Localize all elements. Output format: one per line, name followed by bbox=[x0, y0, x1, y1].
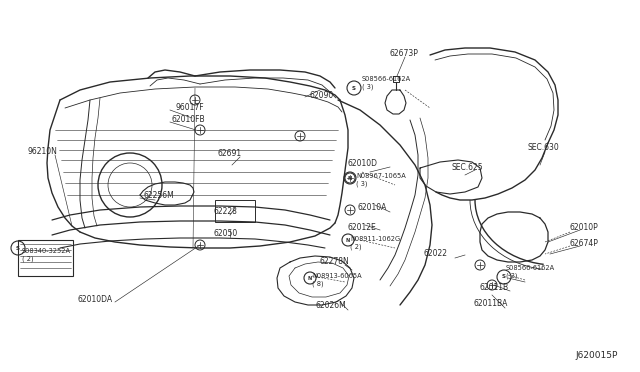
Text: 62050: 62050 bbox=[213, 230, 237, 238]
Text: 62026M: 62026M bbox=[316, 301, 347, 311]
Text: S08566-6162A
( 3): S08566-6162A ( 3) bbox=[506, 265, 555, 279]
Bar bbox=[18, 240, 73, 276]
Text: N08967-1065A
( 3): N08967-1065A ( 3) bbox=[356, 173, 406, 187]
Text: S: S bbox=[502, 275, 506, 279]
Text: 62674P: 62674P bbox=[570, 238, 599, 247]
Text: N08913-6065A
( 8): N08913-6065A ( 8) bbox=[312, 273, 362, 287]
Text: 62691: 62691 bbox=[218, 150, 242, 158]
Text: 96210N: 96210N bbox=[28, 148, 58, 157]
Text: 62228: 62228 bbox=[213, 208, 237, 217]
Text: SEC.625: SEC.625 bbox=[452, 163, 484, 171]
Text: 62010P: 62010P bbox=[569, 222, 598, 231]
Text: 62673P: 62673P bbox=[390, 49, 419, 58]
Text: 62010D: 62010D bbox=[348, 158, 378, 167]
Text: S: S bbox=[352, 86, 356, 90]
Text: 62278N: 62278N bbox=[320, 257, 349, 266]
Text: S: S bbox=[16, 246, 20, 250]
Text: 62010DA: 62010DA bbox=[78, 295, 113, 305]
Text: 62011BA: 62011BA bbox=[474, 299, 508, 308]
Text: 96017F: 96017F bbox=[175, 103, 204, 112]
Text: N: N bbox=[308, 276, 312, 280]
Text: J620015P: J620015P bbox=[575, 352, 618, 360]
Bar bbox=[215, 200, 255, 222]
Text: SEC.630: SEC.630 bbox=[527, 142, 559, 151]
Text: 62010FB: 62010FB bbox=[171, 115, 205, 125]
Text: 62256M: 62256M bbox=[143, 190, 173, 199]
Text: N08911-1062G
( 2): N08911-1062G ( 2) bbox=[350, 236, 400, 250]
Text: 62011B: 62011B bbox=[479, 282, 508, 292]
Text: 62022: 62022 bbox=[424, 250, 448, 259]
Text: 62090: 62090 bbox=[310, 90, 334, 99]
Text: N: N bbox=[346, 237, 350, 243]
Text: S08566-6162A
( 3): S08566-6162A ( 3) bbox=[362, 76, 411, 90]
Text: N: N bbox=[348, 176, 352, 180]
Text: 62012E: 62012E bbox=[348, 222, 377, 231]
Text: S08340-3252A
( 2): S08340-3252A ( 2) bbox=[22, 248, 71, 262]
Text: 62010A: 62010A bbox=[358, 203, 387, 212]
